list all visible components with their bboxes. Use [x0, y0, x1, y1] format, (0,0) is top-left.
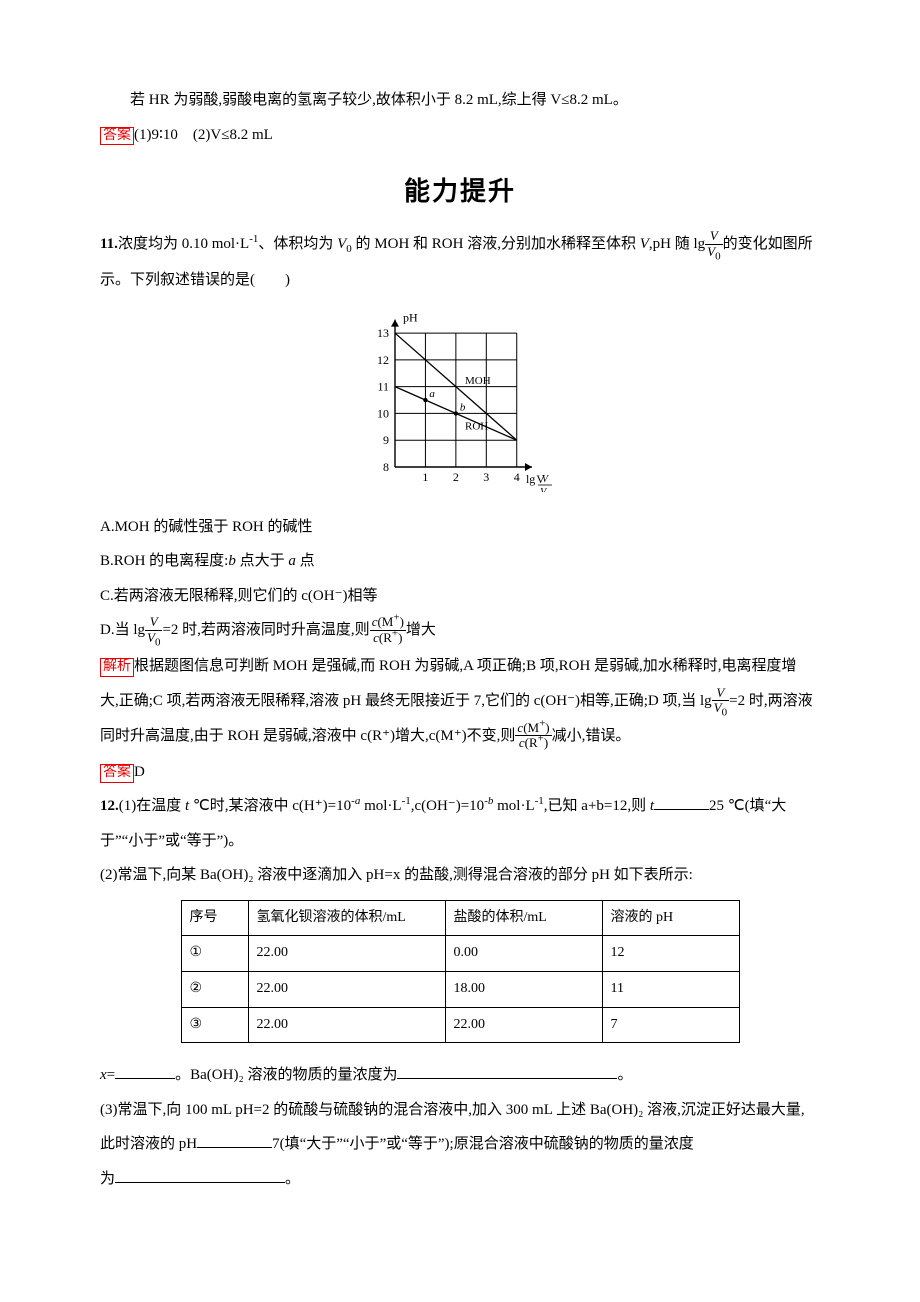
- svg-text:pH: pH: [403, 311, 418, 325]
- q11-optB: B.ROH 的电离程度:b 点大于 a 点: [100, 547, 820, 576]
- q12-1e: mol·L: [493, 798, 534, 814]
- q11-s3: =2 时,两溶液: [729, 693, 812, 709]
- q11-optC: C.若两溶液无限稀释,则它们的 c(OH⁻)相等: [100, 582, 820, 611]
- q11-sol: 解析根据题图信息可判断 MOH 是强碱,而 ROH 为弱碱,A 项正确;B 项,…: [100, 652, 820, 681]
- q11-ans: 答案D: [100, 758, 820, 787]
- q11-s4: 同时升高温度,由于 ROH 是弱碱,溶液中 c(R⁺)增大,c(M⁺)不变,则: [100, 728, 515, 744]
- intro-line: 若 HR 为弱酸,弱酸电离的氢离子较少,故体积小于 8.2 mL,综上得 V≤8…: [100, 86, 820, 115]
- svg-text:12: 12: [377, 353, 389, 367]
- q12-p1b: 于”“小于”或“等于”)。: [100, 827, 820, 856]
- q11-num: 11.: [100, 237, 118, 253]
- q11-s1: 根据题图信息可判断 MOH 是强碱,而 ROH 为弱碱,A 项正确;B 项,RO…: [134, 658, 797, 674]
- q11-od3: 增大: [406, 623, 436, 639]
- svg-text:MOH: MOH: [465, 375, 491, 387]
- q11-sol2: 大,正确;C 项,若两溶液无限稀释,溶液 pH 最终无限接近于 7,它们的 c(…: [100, 687, 820, 717]
- q11-ob1: B.ROH 的电离程度:: [100, 553, 228, 569]
- q11-stem: 11.浓度均为 0.10 mol·L-1、体积均为 V0 的 MOH 和 ROH…: [100, 230, 820, 260]
- q11-stem2: 示。下列叙述错误的是( ): [100, 266, 820, 295]
- q12-4c: 7(填“大于”“小于”或“等于”);原混合溶液中硫酸钠的物质的量浓度: [272, 1136, 694, 1152]
- intro-answer-text: (1)9∶10 (2)V≤8.2 mL: [134, 127, 273, 143]
- section-title: 能力提升: [100, 167, 820, 216]
- q12-1d: ,c(OH⁻)=10: [411, 798, 484, 814]
- q12-1a: (1)在温度: [119, 798, 185, 814]
- svg-text:4: 4: [514, 470, 520, 484]
- q11-ob3: 点: [296, 553, 315, 569]
- svg-text:3: 3: [483, 470, 489, 484]
- q12-1f: ,已知 a+b=12,则: [544, 798, 650, 814]
- q12-3c: 。: [617, 1067, 632, 1083]
- q12-3b: 。Ba(OH)₂ 溶液的物质的量浓度为: [175, 1067, 397, 1083]
- q11-sol3: 同时升高温度,由于 ROH 是弱碱,溶液中 c(R⁺)增大,c(M⁺)不变,则c…: [100, 722, 820, 752]
- sol-label: 解析: [100, 658, 134, 677]
- svg-text:2: 2: [453, 470, 459, 484]
- q12-p4c: 为。: [100, 1165, 820, 1194]
- q11-s2: 大,正确;C 项,若两溶液无限稀释,溶液 pH 最终无限接近于 7,它们的 c(…: [100, 693, 712, 709]
- svg-text:ROH: ROH: [465, 421, 488, 433]
- svg-text:8: 8: [383, 460, 389, 474]
- q12-num: 12.: [100, 798, 119, 814]
- q11-od1: D.当 lg: [100, 623, 145, 639]
- q11-ans-t: D: [134, 764, 145, 780]
- q11-ob2: 点大于: [236, 553, 289, 569]
- q12-p4b: 此时溶液的 pH 7(填“大于”“小于”或“等于”);原混合溶液中硫酸钠的物质的量…: [100, 1130, 820, 1159]
- q11-t5: 的变化如图所: [723, 237, 813, 253]
- answer-label: 答案: [100, 127, 134, 146]
- svg-text:10: 10: [377, 407, 389, 421]
- q12-1b: ℃时,某溶液中 c(H⁺)=10: [189, 798, 351, 814]
- q12-1c: mol·L: [360, 798, 401, 814]
- q11-t3: 的 MOH 和 ROH 溶液,分别加水稀释至体积: [352, 237, 640, 253]
- q11-chart: 12348910111213pHlgVVV₀MOHROHab: [100, 302, 820, 503]
- intro-answer: 答案(1)9∶10 (2)V≤8.2 mL: [100, 121, 820, 150]
- q12-p1: 12.(1)在温度 t ℃时,某溶液中 c(H⁺)=10-a mol·L-1,c…: [100, 792, 820, 821]
- q11-optD: D.当 lgVV0=2 时,若两溶液同时升高温度,则c(M+)c(R+)增大: [100, 616, 820, 646]
- q12-table: 序号氢氧化钡溶液的体积/mL盐酸的体积/mL溶液的 pH①22.000.0012…: [181, 900, 740, 1043]
- q11-t1: 浓度均为 0.10 mol·L: [118, 237, 249, 253]
- svg-text:V: V: [542, 474, 550, 485]
- q11-t2: 、体积均为: [258, 237, 337, 253]
- svg-text:1: 1: [422, 470, 428, 484]
- answer-label: 答案: [100, 764, 134, 783]
- svg-text:V₀: V₀: [540, 487, 550, 492]
- q12-p3: xx==。Ba(OH)₂ 溶液的物质的量浓度为。: [100, 1061, 820, 1090]
- svg-text:13: 13: [377, 327, 389, 341]
- q12-4b: 此时溶液的 pH: [100, 1136, 197, 1152]
- q11-t4: ,pH 随 lg: [649, 237, 705, 253]
- svg-text:11: 11: [377, 380, 389, 394]
- q12-4d: 为: [100, 1171, 115, 1187]
- svg-text:a: a: [429, 389, 435, 401]
- svg-text:9: 9: [383, 434, 389, 448]
- q11-optA: A.MOH 的碱性强于 ROH 的碱性: [100, 513, 820, 542]
- q11-od2: =2 时,若两溶液同时升高温度,则: [162, 623, 369, 639]
- svg-text:b: b: [460, 402, 466, 414]
- q12-p4: (3)常温下,向 100 mL pH=2 的硫酸与硫酸钠的混合溶液中,加入 30…: [100, 1096, 820, 1125]
- q11-s5: 减小,错误。: [552, 728, 631, 744]
- q12-4e: 。: [285, 1171, 300, 1187]
- q12-1g: 25 ℃(填“大: [709, 798, 786, 814]
- q12-p2: (2)常温下,向某 Ba(OH)₂ 溶液中逐滴加入 pH=x 的盐酸,测得混合溶…: [100, 861, 820, 890]
